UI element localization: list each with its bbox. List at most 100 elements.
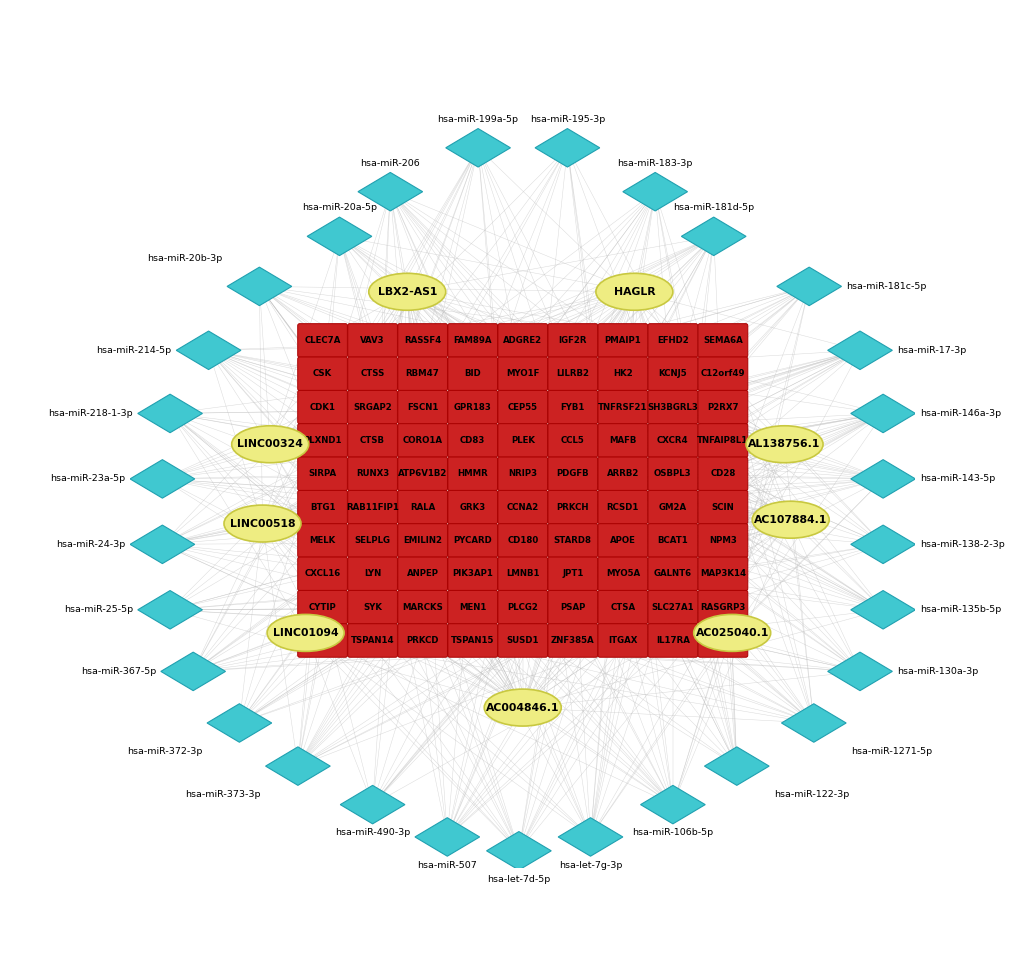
Text: AL138756.1: AL138756.1 bbox=[748, 440, 820, 449]
FancyBboxPatch shape bbox=[298, 591, 347, 624]
FancyBboxPatch shape bbox=[547, 490, 597, 524]
FancyBboxPatch shape bbox=[447, 324, 497, 357]
Text: HMMR: HMMR bbox=[457, 469, 488, 479]
FancyBboxPatch shape bbox=[298, 324, 347, 357]
Text: hsa-miR-195-3p: hsa-miR-195-3p bbox=[529, 115, 604, 124]
Text: hsa-miR-20a-5p: hsa-miR-20a-5p bbox=[302, 204, 377, 213]
FancyBboxPatch shape bbox=[597, 557, 647, 591]
Text: ZNF385A: ZNF385A bbox=[550, 636, 594, 645]
Ellipse shape bbox=[484, 689, 560, 726]
Polygon shape bbox=[415, 818, 479, 856]
Polygon shape bbox=[640, 785, 704, 824]
Polygon shape bbox=[138, 591, 202, 629]
Text: PSAP: PSAP bbox=[559, 603, 585, 611]
FancyBboxPatch shape bbox=[647, 591, 697, 624]
Text: CD180: CD180 bbox=[506, 536, 538, 545]
Text: BID: BID bbox=[464, 370, 481, 378]
Text: hsa-miR-130a-3p: hsa-miR-130a-3p bbox=[896, 667, 977, 676]
Text: hsa-miR-122-3p: hsa-miR-122-3p bbox=[773, 790, 848, 799]
Text: ARRB2: ARRB2 bbox=[606, 469, 639, 479]
Text: hsa-miR-214-5p: hsa-miR-214-5p bbox=[97, 346, 171, 355]
FancyBboxPatch shape bbox=[647, 524, 697, 557]
FancyBboxPatch shape bbox=[597, 524, 647, 557]
Text: MEN1: MEN1 bbox=[459, 603, 486, 611]
Polygon shape bbox=[850, 394, 915, 433]
Text: hsa-miR-138-2-3p: hsa-miR-138-2-3p bbox=[919, 540, 1004, 549]
Text: HAGLR: HAGLR bbox=[613, 287, 654, 296]
Text: SELPLG: SELPLG bbox=[355, 536, 390, 545]
Text: PRKCD: PRKCD bbox=[406, 636, 438, 645]
Text: AC025040.1: AC025040.1 bbox=[695, 628, 768, 638]
Polygon shape bbox=[681, 217, 745, 255]
Text: CTSS: CTSS bbox=[360, 370, 384, 378]
FancyBboxPatch shape bbox=[647, 457, 697, 490]
Text: SYK: SYK bbox=[363, 603, 382, 611]
Ellipse shape bbox=[751, 501, 828, 538]
Text: RBM47: RBM47 bbox=[406, 370, 439, 378]
FancyBboxPatch shape bbox=[298, 490, 347, 524]
Text: GM2A: GM2A bbox=[658, 503, 686, 512]
Text: FSCN1: FSCN1 bbox=[407, 403, 438, 411]
Polygon shape bbox=[227, 267, 291, 305]
FancyBboxPatch shape bbox=[547, 624, 597, 657]
FancyBboxPatch shape bbox=[298, 424, 347, 457]
FancyBboxPatch shape bbox=[697, 390, 747, 424]
Text: EFHD2: EFHD2 bbox=[656, 336, 688, 345]
FancyBboxPatch shape bbox=[347, 624, 397, 657]
Text: hsa-miR-106b-5p: hsa-miR-106b-5p bbox=[632, 829, 712, 838]
FancyBboxPatch shape bbox=[497, 457, 547, 490]
Text: PLEK: PLEK bbox=[511, 436, 534, 445]
FancyBboxPatch shape bbox=[347, 424, 397, 457]
Text: VAV3: VAV3 bbox=[360, 336, 384, 345]
Ellipse shape bbox=[267, 614, 343, 651]
FancyBboxPatch shape bbox=[697, 490, 747, 524]
FancyBboxPatch shape bbox=[597, 591, 647, 624]
Text: LBX2-AS1: LBX2-AS1 bbox=[377, 287, 436, 296]
Text: MARCKS: MARCKS bbox=[401, 603, 442, 611]
Text: hsa-miR-23a-5p: hsa-miR-23a-5p bbox=[50, 475, 125, 484]
Polygon shape bbox=[138, 394, 202, 433]
Text: PNKD: PNKD bbox=[309, 636, 336, 645]
Text: hsa-miR-135b-5p: hsa-miR-135b-5p bbox=[919, 605, 1001, 614]
FancyBboxPatch shape bbox=[597, 457, 647, 490]
Text: CLEC7A: CLEC7A bbox=[304, 336, 340, 345]
FancyBboxPatch shape bbox=[497, 624, 547, 657]
Polygon shape bbox=[340, 785, 405, 824]
Text: KCNJ5: KCNJ5 bbox=[658, 370, 687, 378]
FancyBboxPatch shape bbox=[647, 357, 697, 391]
Text: RCSD1: RCSD1 bbox=[606, 503, 639, 512]
FancyBboxPatch shape bbox=[298, 524, 347, 557]
Polygon shape bbox=[781, 704, 846, 742]
FancyBboxPatch shape bbox=[497, 324, 547, 357]
Text: ADGRE2: ADGRE2 bbox=[502, 336, 542, 345]
FancyBboxPatch shape bbox=[347, 591, 397, 624]
Text: SEMA6A: SEMA6A bbox=[702, 336, 742, 345]
Polygon shape bbox=[535, 129, 599, 167]
FancyBboxPatch shape bbox=[397, 324, 447, 357]
FancyBboxPatch shape bbox=[347, 390, 397, 424]
FancyBboxPatch shape bbox=[497, 591, 547, 624]
Polygon shape bbox=[623, 173, 687, 211]
Text: VAMP8: VAMP8 bbox=[705, 636, 739, 645]
Text: CSK: CSK bbox=[313, 370, 332, 378]
Text: IL17RA: IL17RA bbox=[655, 636, 689, 645]
FancyBboxPatch shape bbox=[697, 624, 747, 657]
Text: hsa-miR-143-5p: hsa-miR-143-5p bbox=[919, 475, 995, 484]
Text: hsa-miR-367-5p: hsa-miR-367-5p bbox=[81, 667, 156, 676]
Text: MAFB: MAFB bbox=[608, 436, 636, 445]
FancyBboxPatch shape bbox=[447, 591, 497, 624]
Polygon shape bbox=[358, 173, 422, 211]
Text: CTSB: CTSB bbox=[360, 436, 385, 445]
Text: IGF2R: IGF2R bbox=[558, 336, 587, 345]
Text: hsa-miR-183-3p: hsa-miR-183-3p bbox=[616, 159, 692, 168]
FancyBboxPatch shape bbox=[347, 357, 397, 391]
FancyBboxPatch shape bbox=[497, 524, 547, 557]
Polygon shape bbox=[557, 818, 623, 856]
FancyBboxPatch shape bbox=[298, 557, 347, 591]
Text: RASSF4: RASSF4 bbox=[404, 336, 441, 345]
Text: hsa-miR-490-3p: hsa-miR-490-3p bbox=[334, 829, 410, 838]
Ellipse shape bbox=[745, 426, 822, 463]
FancyBboxPatch shape bbox=[347, 524, 397, 557]
FancyBboxPatch shape bbox=[497, 357, 547, 391]
Text: RUNX3: RUNX3 bbox=[356, 469, 389, 479]
